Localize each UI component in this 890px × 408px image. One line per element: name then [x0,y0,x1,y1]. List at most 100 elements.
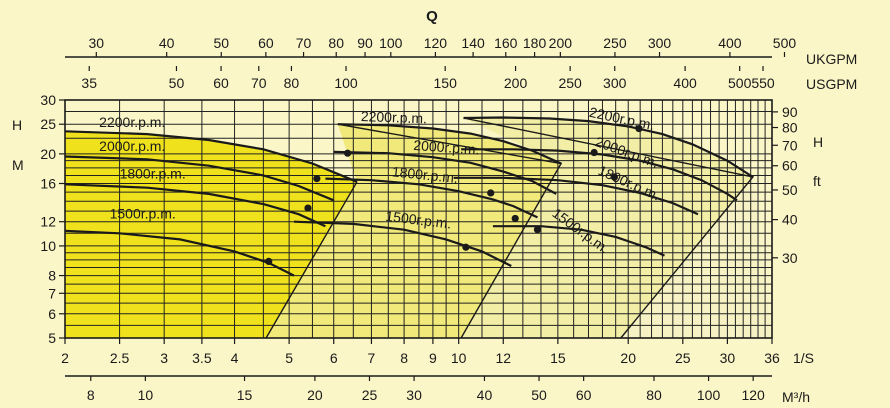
usgpm-tick-label: 35 [81,75,97,91]
curve-pump-3-2000r.p.m. [461,148,738,202]
y-tick-label: 25 [40,116,56,132]
ukgpm-tick-label: 90 [357,35,373,51]
x-axis-unit-label: 1/S [793,350,814,366]
operating-points [265,124,643,266]
m3h-tick-label: 20 [307,387,323,403]
ukgpm-tick-label: 60 [258,35,274,51]
ukgpm-tick-label: 80 [328,35,344,51]
y-axis-right-h-label: H [813,134,823,150]
ukgpm-tick-label: 100 [379,35,403,51]
usgpm-tick-label: 80 [284,75,300,91]
usgpm-tick-label: 500 [728,75,752,91]
operating-point [343,149,352,157]
x-tick-label: 3 [160,350,168,366]
y-tick-label: 6 [48,306,56,322]
curve-label-1500r.p.m.: 1500r.p.m. [110,205,176,221]
x-tick-label: 2.5 [110,350,130,366]
y-axis-left-m-label: M [12,157,24,173]
curve-pump-1-1500r.p.m. [64,229,295,277]
axis-tick-labels: 2 2.5 3 3.5 4 5 6 7 8 9 10 12 15 20 25 30 368 10 15 20 25 30 4… [40,35,797,403]
x-tick-label: 10 [451,350,467,366]
curve-pump-3-1500r.p.m. [492,225,665,257]
operating-point [635,124,643,133]
ukgpm-tick-label: 160 [494,35,518,51]
operating-point [265,257,273,266]
curve-pump-1-2200r.p.m. [64,130,358,183]
ukgpm-tick-label: 30 [89,35,105,51]
operating-point [610,173,618,181]
usgpm-tick-label: 550 [751,75,775,91]
ukgpm-tick-label: 500 [773,35,797,51]
x-tick-label: 3.5 [192,350,212,366]
chart-title: Q [426,8,438,25]
curve-pump-3-1800r.p.m. [453,176,699,216]
usgpm-tick-label: 100 [334,75,358,91]
m3h-tick-label: 100 [697,387,721,403]
curve-pump-2-2000r.p.m. [333,150,557,195]
y-tick-label: 12 [40,214,56,230]
x-tick-label: 7 [368,350,376,366]
ukgpm-tick-label: 70 [296,35,312,51]
x-tick-label: 30 [720,350,736,366]
region-boundary-1 [265,181,358,339]
grid-lines [64,99,773,339]
usgpm-tick-label: 60 [213,75,229,91]
m3h-tick-label: 30 [406,387,422,403]
ukgpm-tick-label: 400 [718,35,742,51]
curve-label-2000r.p.m.: 2000r.p.m. [413,137,480,158]
ukgpm-unit-label: UKGPM [806,51,857,67]
usgpm-tick-label: 250 [558,75,582,91]
ukgpm-tick-label: 140 [461,35,485,51]
curve-label-1800r.p.m.: 1800r.p.m. [391,163,458,186]
x-tick-label: 12 [495,350,511,366]
usgpm-tick-label: 150 [434,75,458,91]
ft-tick-label: 40 [782,212,798,228]
operating-point [590,148,598,157]
m3h-tick-label: 60 [576,387,592,403]
usgpm-tick-label: 300 [603,75,627,91]
ukgpm-tick-label: 200 [549,35,573,51]
ukgpm-tick-label: 300 [648,35,672,51]
band-pump-1 [65,131,357,338]
operating-point [533,226,542,234]
usgpm-tick-label: 200 [504,75,528,91]
curve-label-1800r.p.m.: 1800r.p.m. [120,166,186,182]
ft-tick-label: 70 [782,137,798,153]
ukgpm-tick-label: 50 [213,35,229,51]
y-tick-label: 30 [40,92,56,108]
ft-tick-label: 60 [782,158,798,174]
m3h-tick-label: 40 [477,387,493,403]
y-axis-right-ft-label: ft [813,173,821,189]
ukgpm-tick-label: 180 [523,35,547,51]
usgpm-unit-label: USGPM [806,76,857,92]
ukgpm-tick-label: 40 [159,35,175,51]
operating-point [511,214,519,223]
x-tick-label: 25 [675,350,691,366]
x-tick-label: 5 [285,350,293,366]
curve-pump-1-2000r.p.m. [64,155,335,202]
operating-point [462,243,470,251]
y-tick-label: 7 [48,285,56,301]
performance-curves: 2200r.p.m. 2000r.p.m. 1800r.p.m. 1500r.p.m.… [64,104,755,339]
y-axis-left-h-label: H [12,117,22,133]
y-tick-label: 20 [40,146,56,162]
y-tick-label: 16 [40,175,56,191]
m3h-tick-label: 80 [646,387,662,403]
m3h-tick-label: 8 [87,387,95,403]
x-tick-label: 6 [330,350,338,366]
x-tick-label: 8 [400,350,408,366]
m3h-tick-label: 25 [362,387,378,403]
x-tick-label: 20 [620,350,636,366]
ukgpm-tick-label: 250 [603,35,627,51]
ft-tick-label: 50 [782,182,798,198]
ft-tick-label: 30 [782,250,798,266]
plot-frame [64,99,773,339]
usgpm-tick-label: 70 [251,75,267,91]
band-extra [620,177,772,338]
ft-tick-label: 90 [782,104,798,120]
operating-point [487,189,495,197]
curve-pump-2-1800r.p.m. [325,177,538,219]
usgpm-tick-label: 50 [169,75,185,91]
curve-pump-1-1800r.p.m. [64,183,326,228]
